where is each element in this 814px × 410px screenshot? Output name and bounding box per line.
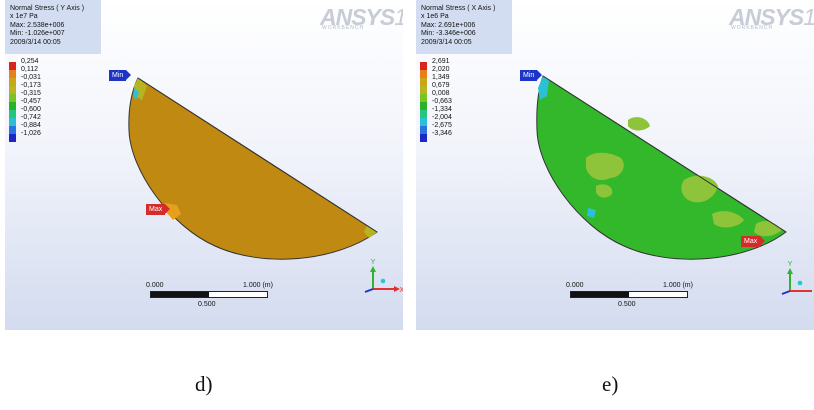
- result-date: 2009/3/14 00:05: [421, 38, 472, 46]
- legend-value: 0,008: [432, 90, 450, 97]
- legend-swatch: [420, 62, 427, 70]
- result-date: 2009/3/14 00:05: [10, 38, 61, 46]
- min-probe-label[interactable]: Min: [520, 70, 543, 81]
- legend-swatch: [9, 62, 16, 70]
- legend-swatch: [420, 78, 427, 86]
- result-max: Max: 2.538e+006: [10, 21, 65, 29]
- contour-patch: [587, 208, 596, 218]
- scale-start: 0.000: [566, 282, 584, 289]
- half-disc-body: [128, 77, 378, 260]
- legend-swatch: [9, 102, 16, 110]
- legend-value: -1,026: [21, 130, 41, 137]
- legend-swatch: [420, 118, 427, 126]
- contour-patch: [586, 152, 624, 181]
- stress-contour-model[interactable]: [5, 0, 403, 330]
- legend-swatch: [9, 94, 16, 102]
- model-edge: [137, 77, 378, 233]
- scale-bar: [570, 291, 688, 298]
- legend-value: -0,663: [432, 98, 452, 105]
- result-unit: x 1e7 Pa: [10, 13, 38, 21]
- max-probe-label[interactable]: Max: [146, 204, 171, 215]
- scale-bar: [150, 291, 268, 298]
- legend-value: 0,112: [21, 66, 38, 73]
- scale-end: 1.000 (m): [243, 282, 273, 289]
- legend-swatch: [9, 86, 16, 94]
- legend-swatch: [9, 78, 16, 86]
- max-probe-label[interactable]: Max: [741, 236, 766, 247]
- legend-value: 1,349: [432, 74, 450, 81]
- result-title: Normal Stress ( X Axis ): [421, 5, 496, 12]
- legend-swatch: [420, 70, 427, 78]
- result-info-box: Normal Stress ( X Axis ) x 1e6 Pa Max: 2…: [416, 0, 512, 54]
- contour-patch: [364, 226, 377, 238]
- legend-swatch: [420, 134, 427, 142]
- legend-value: -2,675: [432, 122, 452, 129]
- result-info-box: Normal Stress ( Y Axis ) x 1e7 Pa Max: 2…: [5, 0, 101, 54]
- figure-caption-d: d): [195, 372, 213, 396]
- result-title: Normal Stress ( Y Axis ): [10, 5, 85, 12]
- legend-value: -0,315: [21, 90, 41, 97]
- min-probe-label[interactable]: Min: [109, 70, 132, 81]
- legend-swatch: [9, 134, 16, 142]
- scale-start: 0.000: [146, 282, 164, 289]
- legend-swatch: [9, 118, 16, 126]
- ansys-logo: ANSYS10 WORKBENCH: [729, 4, 814, 31]
- legend-swatch: [420, 86, 427, 94]
- legend-swatch: [9, 126, 16, 134]
- legend-value: -0,742: [21, 114, 41, 121]
- legend-swatch: [9, 110, 16, 118]
- figure-caption-e: e): [602, 372, 619, 396]
- legend-value: 0,254: [21, 58, 39, 65]
- contour-patch: [628, 117, 650, 131]
- scale-mid: 0.500: [618, 301, 636, 308]
- viewport-panel-d[interactable]: Normal Stress ( Y Axis ) x 1e7 Pa Max: 2…: [5, 0, 403, 330]
- legend-value: -3,346: [432, 130, 452, 137]
- legend-value: -2,004: [432, 114, 452, 121]
- contour-patch: [538, 76, 549, 100]
- half-disc-body: [536, 75, 787, 260]
- contour-patch: [596, 184, 613, 198]
- viewport-panel-e[interactable]: Normal Stress ( X Axis ) x 1e6 Pa Max: 2…: [416, 0, 814, 330]
- result-min: Min: -1.026e+007: [10, 30, 65, 38]
- result-min: Min: -3.346e+006: [421, 30, 476, 38]
- scale-ruler: 0.000 1.000 (m) 0.500: [566, 282, 693, 310]
- legend-swatch: [420, 102, 427, 110]
- stress-contour-model[interactable]: [416, 0, 814, 330]
- scale-end: 1.000 (m): [663, 282, 693, 289]
- legend-value: -0,457: [21, 98, 41, 105]
- contour-patch: [712, 211, 744, 228]
- result-unit: x 1e6 Pa: [421, 13, 449, 21]
- scale-mid: 0.500: [198, 301, 216, 308]
- legend-swatch: [420, 94, 427, 102]
- legend-value: -0,173: [21, 82, 41, 89]
- contour-patch: [133, 88, 139, 100]
- legend-value: -0,600: [21, 106, 41, 113]
- scale-ruler: 0.000 1.000 (m) 0.500: [146, 282, 273, 310]
- result-max: Max: 2.691e+006: [421, 21, 476, 29]
- legend-swatch: [9, 70, 16, 78]
- legend-value: 0,679: [432, 82, 450, 89]
- ansys-logo: ANSYS100 WORKBENCH: [320, 4, 403, 31]
- legend-value: -0,884: [21, 122, 41, 129]
- legend-swatch: [420, 110, 427, 118]
- legend-value: 2,020: [432, 66, 450, 73]
- legend-swatch: [420, 126, 427, 134]
- legend-value: -1,334: [432, 106, 452, 113]
- legend-value: 2,691: [432, 58, 450, 65]
- legend-value: -0,031: [21, 74, 41, 81]
- model-edge: [542, 75, 787, 233]
